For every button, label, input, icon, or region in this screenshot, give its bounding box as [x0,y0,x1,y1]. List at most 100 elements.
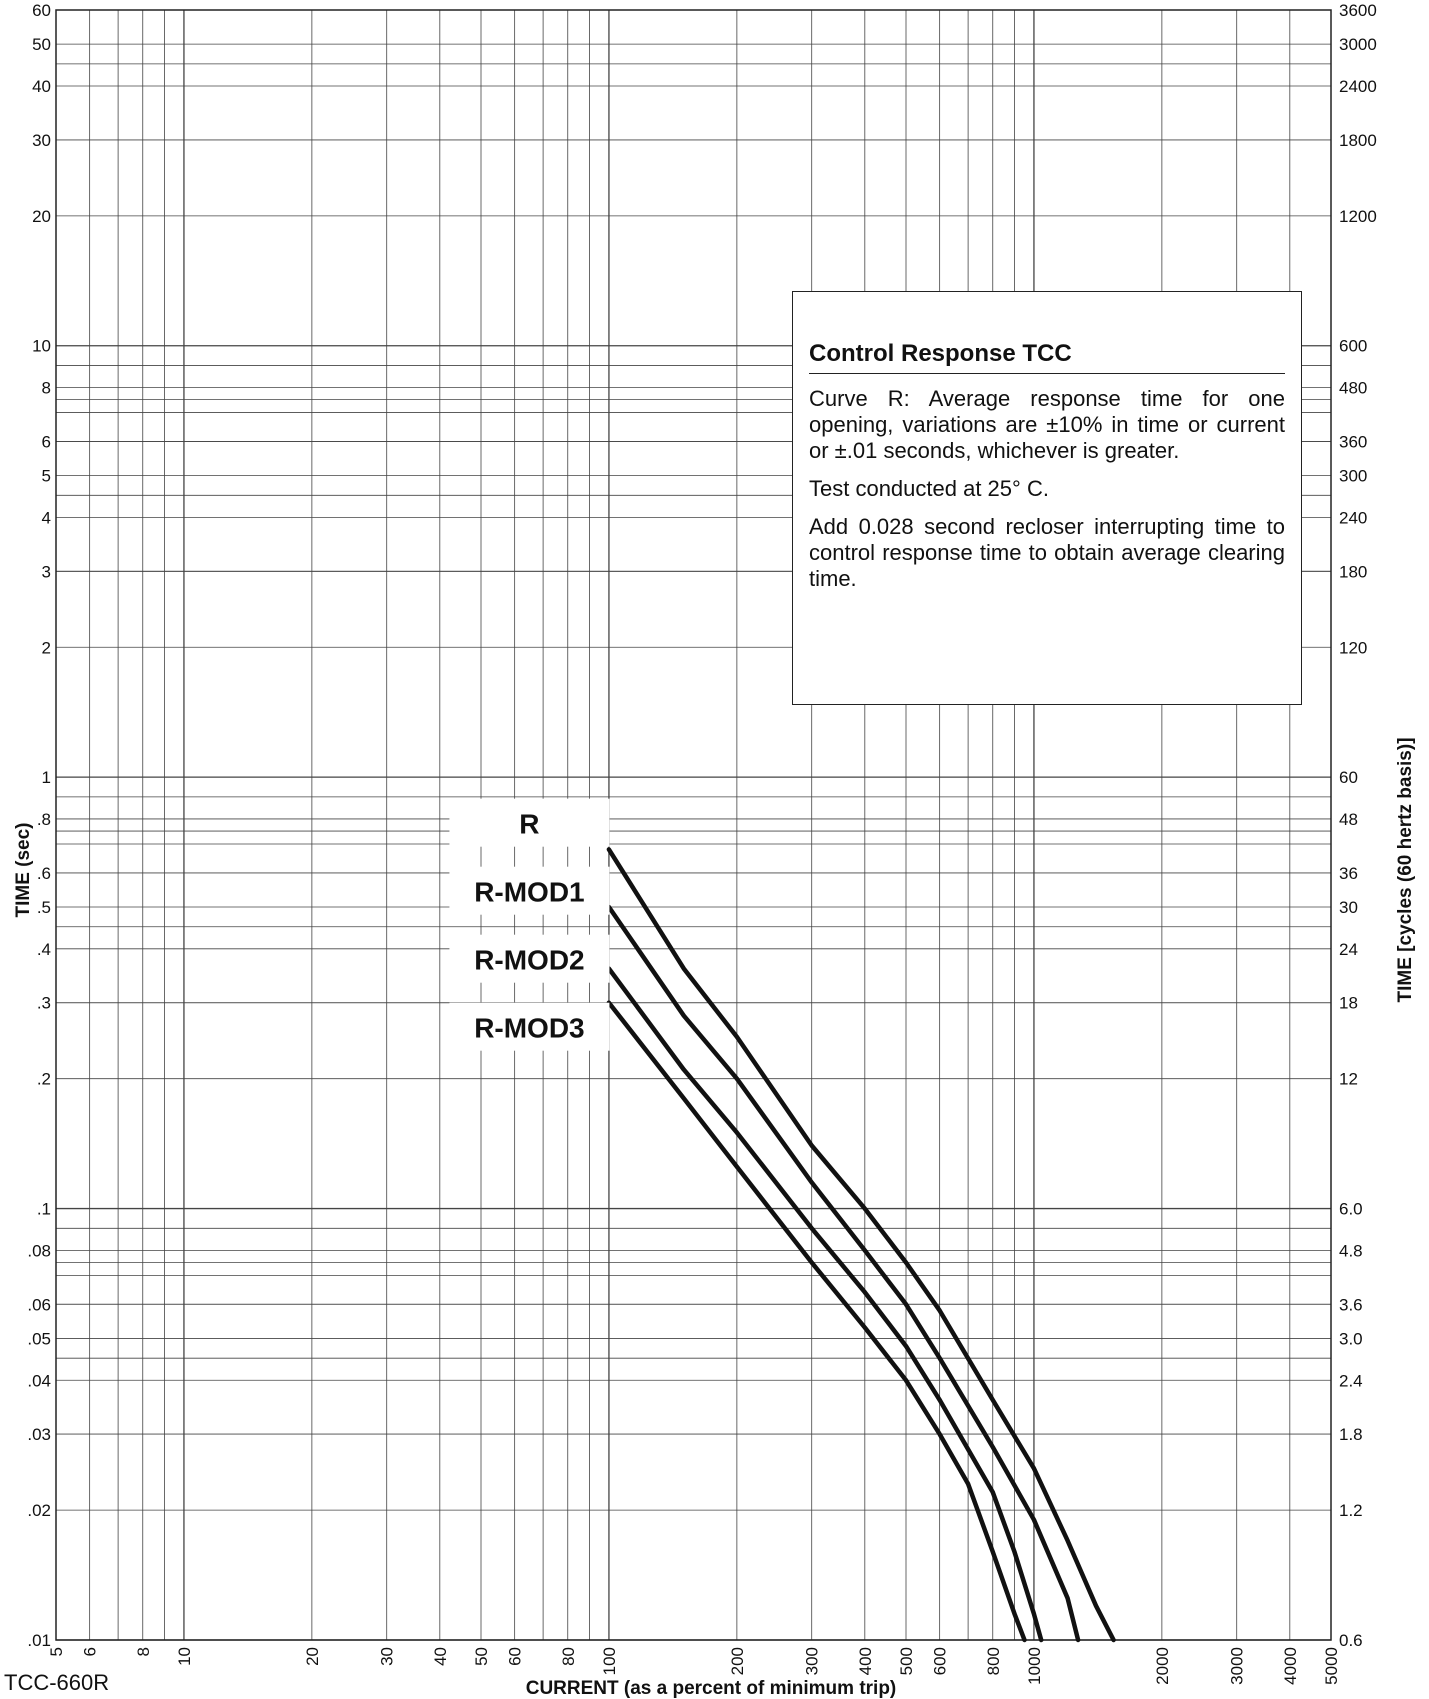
y-tick-label-left: 1 [42,768,51,787]
info-box-paragraph: Curve R: Average response time for one o… [809,386,1285,463]
y-tick-label-left: .8 [37,810,51,829]
y-tick-label-left: .06 [27,1295,51,1314]
y-tick-label-right: 1.8 [1339,1425,1363,1444]
y-tick-label-left: 6 [42,432,51,451]
x-tick-label: 50 [472,1647,491,1666]
info-box-title: Control Response TCC [809,340,1285,374]
y-tick-label-left: 3 [42,562,51,581]
curve-label-bg [449,1002,610,1051]
y-tick-label-right: 30 [1339,898,1358,917]
x-tick-label: 200 [728,1647,747,1675]
y-tick-label-right: 240 [1339,508,1367,527]
y-tick-label-right: 36 [1339,864,1358,883]
x-tick-label: 4000 [1281,1647,1300,1685]
y-tick-label-left: 30 [32,131,51,150]
x-tick-label: 20 [303,1647,322,1666]
y-tick-label-left: .6 [37,864,51,883]
x-tick-label: 600 [931,1647,950,1675]
x-tick-label: 100 [600,1647,619,1675]
y-tick-label-right: 2400 [1339,77,1377,96]
y-tick-label-left: 40 [32,77,51,96]
y-tick-label-left: .08 [27,1241,51,1260]
x-axis-title: CURRENT (as a percent of minimum trip) [526,1678,897,1699]
x-tick-label: 3000 [1228,1647,1247,1685]
y-tick-label-left: .04 [27,1371,51,1390]
y-axis-title-left: TIME (sec) [13,822,34,917]
y-tick-labels-right: 3600 3000 2400 1800 1200 600 480 360 300 240 180 12… [1339,1,1377,1650]
x-tick-label: 10 [175,1647,194,1666]
curve-r-mod2 [606,966,1044,1643]
y-tick-label-right: 1.2 [1339,1501,1363,1520]
curve-r-mod1 [606,904,1081,1643]
y-tick-label-right: 24 [1339,940,1358,959]
y-tick-label-left: 50 [32,35,51,54]
curve-label: R-MOD1 [474,877,584,908]
y-tick-label-right: 360 [1339,432,1367,451]
grid [55,9,1332,1641]
y-tick-label-right: 480 [1339,379,1367,398]
y-tick-label-right: 2.4 [1339,1371,1363,1390]
y-tick-label-right: 60 [1339,768,1358,787]
figure-id: TCC-660R [4,1670,109,1695]
curve-label-bg [449,866,610,915]
y-tick-label-left: 8 [42,379,51,398]
curve-labels: R R-MOD1 R-MOD2 R-MOD3 [449,798,610,1051]
y-tick-label-right: 3.6 [1339,1295,1363,1314]
y-tick-label-left: .4 [37,940,51,959]
y-tick-label-right: 18 [1339,994,1358,1013]
x-tick-label: 500 [897,1647,916,1675]
y-tick-label-right: 1200 [1339,207,1377,226]
y-tick-label-right: 6.0 [1339,1200,1363,1219]
plot-frame [55,9,1332,1641]
y-tick-label-left: 10 [32,337,51,356]
y-tick-label-right: 3.0 [1339,1329,1363,1348]
y-tick-label-right: 48 [1339,810,1358,829]
x-tick-label: 30 [378,1647,397,1666]
y-tick-labels-left: 60 50 40 30 20 10 8 6 5 4 3 2 1 .8 .6 .5 .4 .3 .2 .1 .08 .06.… [27,1,51,1650]
y-tick-label-right: 3600 [1339,1,1377,20]
y-tick-label-left: .3 [37,994,51,1013]
y-tick-label-left: .5 [37,898,51,917]
y-tick-label-right: 300 [1339,467,1367,486]
y-tick-label-right: 0.6 [1339,1631,1363,1650]
curve-label-bg [449,798,610,847]
y-tick-label-right: 3000 [1339,35,1377,54]
y-tick-label-left: 2 [42,638,51,657]
y-tick-label-left: 60 [32,1,51,20]
y-tick-label-left: 5 [42,467,51,486]
curves [606,847,1116,1643]
x-tick-label: 40 [431,1647,450,1666]
x-tick-label: 2000 [1153,1647,1172,1685]
y-axis-title-right: TIME [cycles (60 hertz basis)] [1395,737,1416,1002]
y-tick-label-left: .03 [27,1425,51,1444]
y-tick-label-right: 1800 [1339,131,1377,150]
y-tick-label-right: 4.8 [1339,1241,1363,1260]
curve-r-mod3 [606,1000,1027,1643]
y-tick-label-left: .2 [37,1070,51,1089]
x-tick-label: 8 [134,1647,153,1656]
curve-label: R-MOD2 [474,945,584,976]
info-box-paragraph: Test conducted at 25° C. [809,476,1049,501]
curve-label: R-MOD3 [474,1013,584,1044]
curve-label: R [519,809,539,840]
y-tick-label-right: 120 [1339,638,1367,657]
y-tick-label-right: 600 [1339,337,1367,356]
x-tick-label: 5 [47,1647,66,1656]
x-tick-label: 6 [81,1647,100,1656]
y-tick-label-left: .05 [27,1329,51,1348]
x-tick-labels: 5 6 8 10 20 30 40 50 60 80 100 200 300 400 500 600 800 10… [47,1647,1341,1685]
y-tick-label-right: 12 [1339,1070,1358,1089]
x-tick-label: 5000 [1322,1647,1341,1685]
y-tick-label-left: .1 [37,1200,51,1219]
y-tick-label-right: 180 [1339,562,1367,581]
x-tick-label: 80 [559,1647,578,1666]
x-tick-label: 800 [984,1647,1003,1675]
x-tick-label: 60 [506,1647,525,1666]
curve-r [606,847,1116,1643]
x-tick-label: 300 [803,1647,822,1675]
y-tick-label-left: 20 [32,207,51,226]
y-tick-label-left: 4 [42,508,51,527]
y-tick-label-left: .01 [27,1631,51,1650]
info-box-paragraph: Add 0.028 second recloser interrupting t… [809,514,1285,591]
